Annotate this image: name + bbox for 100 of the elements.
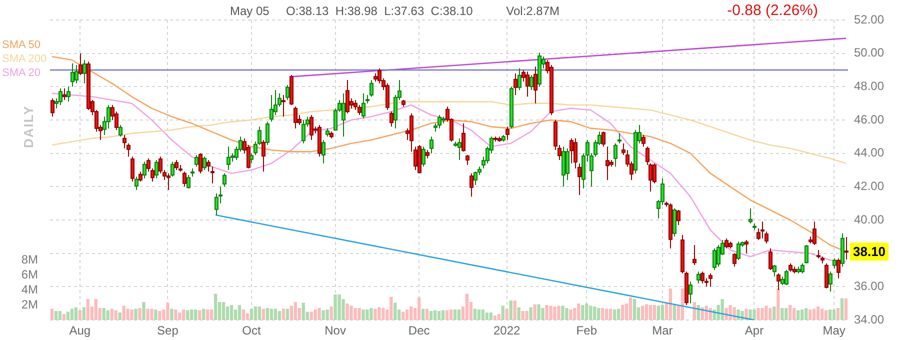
bar	[50, 308, 54, 320]
bar	[441, 310, 445, 320]
bar	[54, 311, 58, 320]
candlestick	[518, 68, 522, 90]
candlestick	[784, 270, 788, 286]
candlestick	[182, 171, 186, 188]
x-tick-label: Feb	[576, 324, 598, 338]
bar	[214, 294, 218, 320]
candlestick	[330, 131, 334, 139]
bar	[561, 306, 564, 320]
candlestick	[62, 88, 66, 100]
candlestick	[250, 152, 254, 164]
bar	[457, 310, 461, 320]
bar	[529, 307, 532, 320]
x-tick-label: Sep	[157, 324, 179, 338]
bar	[517, 307, 520, 320]
candlestick	[534, 66, 538, 104]
bar	[370, 308, 373, 320]
bar	[453, 310, 457, 320]
bar	[764, 306, 768, 320]
bar	[134, 308, 138, 320]
bar	[644, 304, 648, 320]
candlestick	[318, 124, 322, 158]
candlestick	[78, 52, 82, 76]
bar	[505, 308, 508, 320]
x-tick-label: May	[822, 324, 846, 338]
bar	[577, 304, 580, 320]
y-tick-label: 42.00	[854, 178, 884, 193]
bar	[142, 302, 146, 320]
candlestick	[732, 252, 736, 268]
bar	[350, 306, 353, 320]
bar	[493, 316, 496, 320]
candlestick	[642, 134, 646, 148]
candlestick	[676, 210, 680, 226]
candlestick	[74, 64, 78, 84]
candlestick	[186, 174, 190, 189]
candlestick	[672, 208, 676, 238]
bar	[374, 308, 377, 320]
candlestick	[700, 271, 704, 284]
x-tick-label: Nov	[324, 324, 346, 338]
candlestick	[58, 88, 62, 106]
bar	[569, 310, 572, 320]
candlestick	[134, 176, 138, 190]
bar	[174, 310, 178, 320]
bar	[537, 304, 540, 320]
bar	[640, 306, 644, 320]
bar	[182, 310, 186, 320]
bar	[86, 299, 90, 320]
candlestick	[772, 264, 776, 278]
candlestick	[562, 146, 566, 188]
bar	[668, 288, 672, 320]
bar	[828, 310, 832, 320]
candlestick	[430, 136, 434, 154]
bar	[286, 308, 289, 320]
candlestick	[426, 150, 430, 159]
bar	[242, 310, 246, 320]
candlestick	[130, 156, 134, 182]
candlestick	[326, 128, 330, 138]
bar	[533, 304, 536, 320]
candlestick	[708, 272, 712, 288]
candlestick	[844, 236, 848, 260]
chart-subtitle: May 05 O:38.13 H:38.98 L:37.63 C:38.10 Vol:2.87M	[230, 4, 560, 18]
text: SMA 200	[2, 53, 47, 65]
bar	[70, 308, 74, 320]
bar	[620, 305, 624, 320]
y-tick-label: 48.00	[854, 78, 884, 93]
candlestick	[438, 114, 442, 129]
x-tick-label: Apr	[744, 324, 764, 338]
bar	[186, 310, 190, 320]
x-tick-label: Oct	[242, 324, 262, 338]
candlestick	[748, 208, 752, 224]
y2-tick-label: 6M	[21, 267, 38, 282]
candlestick	[502, 134, 506, 142]
candlestick	[290, 74, 294, 106]
bar	[485, 312, 488, 320]
candlestick	[286, 84, 290, 100]
bar	[198, 310, 202, 320]
bar	[840, 298, 844, 320]
x-tick-label: Dec	[408, 324, 430, 338]
x-tick-label: Mar	[652, 324, 673, 338]
bar	[672, 305, 676, 320]
bar	[138, 308, 142, 320]
y2-tick-label: 8M	[21, 252, 38, 266]
bar	[290, 306, 293, 320]
bar	[421, 308, 425, 320]
candlestick	[66, 86, 70, 102]
candlestick	[692, 244, 696, 266]
bar	[417, 298, 421, 320]
candlestick	[374, 72, 378, 82]
bar	[94, 299, 98, 320]
bar	[473, 308, 477, 320]
bar	[262, 308, 266, 320]
bar	[346, 304, 349, 320]
bar	[628, 298, 632, 320]
bar	[338, 294, 341, 320]
bar	[521, 311, 524, 320]
candlestick	[788, 262, 792, 272]
bar	[82, 307, 86, 320]
y2-tick-label: 2M	[21, 297, 38, 312]
candlestick	[618, 132, 622, 144]
